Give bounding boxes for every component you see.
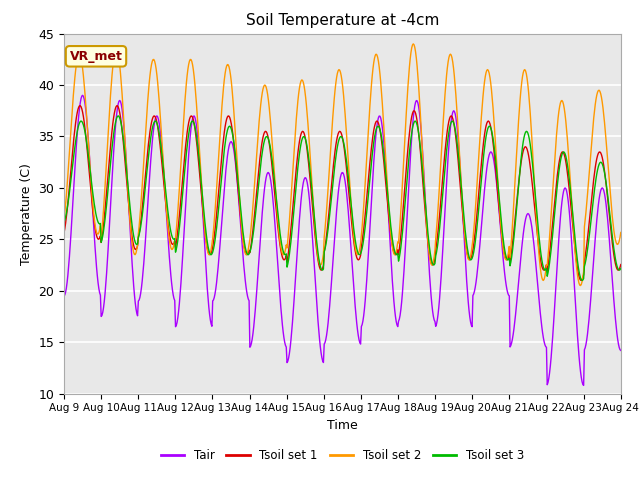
Tsoil set 2 — [617, 229, 625, 235]
Tsoil set 2 — [577, 283, 584, 288]
Tsoil set 3 — [214, 211, 222, 216]
Tsoil set 3 — [578, 277, 586, 283]
Tsoil set 3 — [185, 131, 193, 137]
Text: VR_met: VR_met — [70, 50, 122, 63]
Line: Tsoil set 3: Tsoil set 3 — [64, 116, 621, 280]
Tsoil set 2 — [411, 45, 419, 50]
Tsoil set 1 — [214, 195, 222, 201]
Tair — [580, 383, 588, 388]
Tsoil set 1 — [70, 133, 78, 139]
Tsoil set 1 — [577, 277, 585, 283]
Tsoil set 3 — [115, 113, 122, 119]
Tsoil set 2 — [184, 66, 192, 72]
Tair — [411, 103, 419, 108]
Y-axis label: Temperature (C): Temperature (C) — [20, 163, 33, 264]
Tsoil set 2 — [70, 84, 78, 89]
Tsoil set 3 — [128, 223, 136, 229]
Tair — [428, 293, 435, 299]
Tsoil set 1 — [60, 230, 68, 236]
Legend: Tair, Tsoil set 1, Tsoil set 2, Tsoil set 3: Tair, Tsoil set 1, Tsoil set 2, Tsoil se… — [156, 444, 529, 467]
Tsoil set 3 — [617, 265, 625, 271]
Line: Tsoil set 1: Tsoil set 1 — [64, 106, 621, 280]
Tsoil set 1 — [76, 103, 84, 108]
Tair — [214, 264, 222, 270]
Title: Soil Temperature at -4cm: Soil Temperature at -4cm — [246, 13, 439, 28]
X-axis label: Time: Time — [327, 419, 358, 432]
Tair — [617, 348, 625, 353]
Tsoil set 1 — [428, 260, 435, 265]
Line: Tair: Tair — [64, 96, 621, 385]
Tsoil set 1 — [617, 262, 625, 267]
Tsoil set 2 — [214, 174, 221, 180]
Tair — [128, 261, 136, 267]
Tsoil set 2 — [410, 41, 417, 47]
Tsoil set 3 — [428, 255, 435, 261]
Tsoil set 3 — [70, 150, 78, 156]
Tsoil set 1 — [128, 235, 136, 240]
Tsoil set 3 — [411, 118, 419, 124]
Tsoil set 2 — [428, 261, 435, 267]
Line: Tsoil set 2: Tsoil set 2 — [64, 44, 621, 286]
Tair — [70, 180, 78, 185]
Tsoil set 1 — [411, 108, 419, 114]
Tsoil set 3 — [60, 219, 68, 225]
Tsoil set 1 — [185, 120, 193, 126]
Tair — [185, 152, 193, 157]
Tsoil set 2 — [127, 234, 135, 240]
Tair — [60, 293, 68, 299]
Tsoil set 2 — [60, 217, 68, 223]
Tair — [79, 93, 86, 98]
